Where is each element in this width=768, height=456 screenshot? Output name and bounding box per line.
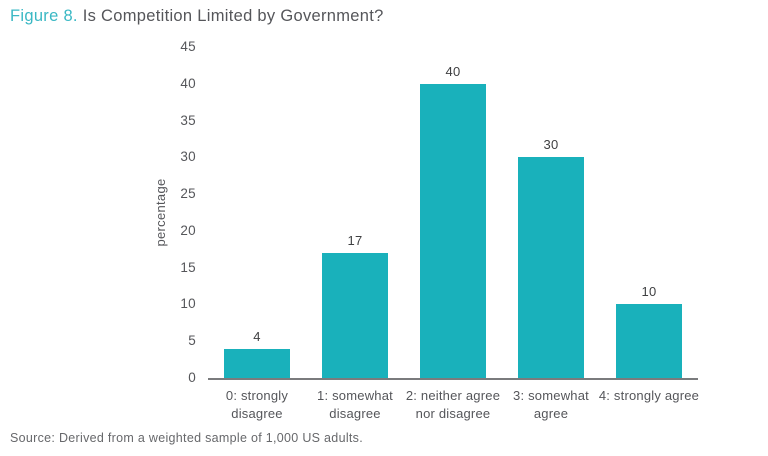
bar-group: 10 bbox=[600, 47, 698, 378]
bar-group: 4 bbox=[208, 47, 306, 378]
bar-group: 30 bbox=[502, 47, 600, 378]
bar bbox=[616, 304, 682, 378]
x-category-label: 4: strongly agree bbox=[598, 388, 700, 403]
figure-title: Figure 8. Is Competition Limited by Gove… bbox=[10, 7, 384, 26]
bar bbox=[224, 348, 290, 378]
bar-value-label: 10 bbox=[641, 284, 657, 300]
y-tick-label: 20 bbox=[180, 222, 196, 238]
y-tick-label: 25 bbox=[180, 186, 196, 202]
y-tick-label: 30 bbox=[180, 149, 196, 165]
bar-value-label: 17 bbox=[347, 232, 363, 248]
source-note: Source: Derived from a weighted sample o… bbox=[10, 431, 363, 445]
plot-area: 4 17 40 30 10 bbox=[208, 47, 698, 380]
y-tick-label: 45 bbox=[180, 39, 196, 54]
y-tick-label: 35 bbox=[180, 112, 196, 128]
x-category-label: 0: strongly disagree bbox=[225, 388, 289, 421]
y-tick-label: 10 bbox=[180, 296, 196, 312]
bar bbox=[420, 83, 486, 378]
y-tick-label: 15 bbox=[180, 259, 196, 275]
bar-group: 40 bbox=[404, 47, 502, 378]
y-tick-label: 5 bbox=[188, 333, 196, 349]
x-category-label: 3: somewhat agree bbox=[513, 388, 589, 421]
x-axis-labels: 0: strongly disagree 1: somewhat disagree… bbox=[208, 387, 699, 427]
bar-value-label: 40 bbox=[445, 63, 461, 79]
y-tick-label: 0 bbox=[188, 370, 196, 385]
figure-title-text: Is Competition Limited by Government? bbox=[77, 7, 384, 25]
bar-group: 17 bbox=[306, 47, 404, 378]
x-category-label: 2: neither agree nor disagree bbox=[405, 388, 501, 421]
y-tick-label: 40 bbox=[180, 75, 196, 91]
x-category-label: 1: somewhat disagree bbox=[317, 388, 393, 421]
figure-number-label: Figure 8. bbox=[10, 7, 78, 25]
bar bbox=[322, 252, 388, 378]
bar-value-label: 30 bbox=[543, 137, 559, 153]
y-axis-ticks: 0 5 10 15 20 25 30 35 40 45 bbox=[150, 40, 196, 385]
bar-value-label: 4 bbox=[253, 328, 261, 344]
bar bbox=[518, 157, 584, 378]
